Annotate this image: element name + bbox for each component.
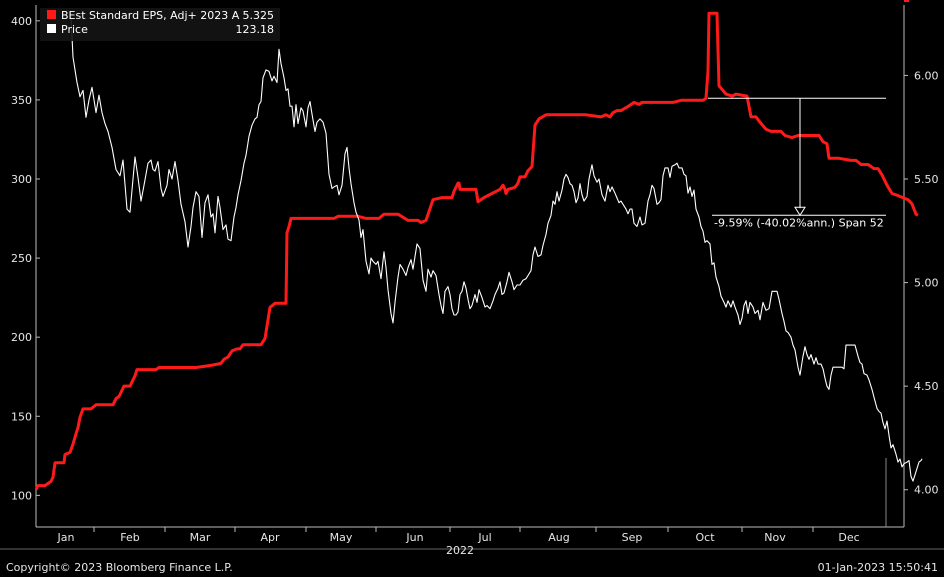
right-axis-tick-label: 6.00 bbox=[914, 69, 939, 82]
legend-swatch-eps bbox=[47, 10, 56, 19]
left-axis-tick-label: 200 bbox=[11, 331, 32, 344]
price-series-line bbox=[70, 17, 923, 482]
x-axis-tick-label: Oct bbox=[695, 531, 715, 544]
plot-area bbox=[34, 11, 923, 491]
right-axis-tick-label: 5.00 bbox=[914, 277, 939, 290]
x-axis-tick-label: Sep bbox=[622, 531, 643, 544]
annotation-label: -9.59% (-40.02%ann.) Span 52 bbox=[714, 216, 884, 229]
x-axis-year-label: 2022 bbox=[446, 544, 474, 557]
right-axis-tick-label: 4.00 bbox=[914, 484, 939, 497]
left-axis-tick-label: 350 bbox=[11, 94, 32, 107]
x-axis-tick-label: Apr bbox=[260, 531, 280, 544]
left-axis-tick-label: 100 bbox=[11, 489, 32, 502]
x-axis-tick-label: May bbox=[330, 531, 353, 544]
legend: BEst Standard EPS, Adj+ 2023 A 5.325 Price… bbox=[40, 8, 280, 41]
x-axis-tick-label: Jul bbox=[477, 531, 491, 544]
x-axis-tick-label: Dec bbox=[838, 531, 859, 544]
legend-value: 5.325 bbox=[243, 9, 275, 22]
axes: 100 150 200 250 300 350 400 4.00 4.50 5.00 5.50 6.0… bbox=[0, 0, 944, 550]
left-axis-tick-label: 150 bbox=[11, 410, 32, 423]
legend-value: 123.18 bbox=[236, 23, 275, 36]
annotation: -9.59% (-40.02%ann.) Span 52 bbox=[708, 97, 887, 527]
annotation-arrow-head bbox=[794, 206, 806, 217]
footer-timestamp: 01-Jan-2023 15:50:41 bbox=[818, 561, 938, 574]
legend-box bbox=[40, 8, 280, 41]
legend-label: Price bbox=[61, 23, 88, 36]
right-axis-tick-label: 5.50 bbox=[914, 173, 939, 186]
left-axis-tick-label: 400 bbox=[11, 15, 32, 28]
legend-swatch-price bbox=[47, 24, 56, 33]
right-axis-tick-label: 4.50 bbox=[914, 380, 939, 393]
left-axis-tick-label: 250 bbox=[11, 252, 32, 265]
x-axis-tick-label: Jun bbox=[405, 531, 423, 544]
eps-series-line bbox=[34, 11, 919, 491]
left-axis-tick-label: 300 bbox=[11, 173, 32, 186]
x-axis-tick-label: Aug bbox=[548, 531, 569, 544]
footer-copyright: Copyright© 2023 Bloomberg Finance L.P. bbox=[6, 561, 233, 574]
legend-label: BEst Standard EPS, Adj+ 2023 A bbox=[61, 9, 240, 22]
x-axis-tick-label: Mar bbox=[190, 531, 211, 544]
x-axis-tick-label: Jan bbox=[57, 531, 75, 544]
x-axis-tick-label: Nov bbox=[764, 531, 786, 544]
x-axis-tick-label: Feb bbox=[120, 531, 139, 544]
